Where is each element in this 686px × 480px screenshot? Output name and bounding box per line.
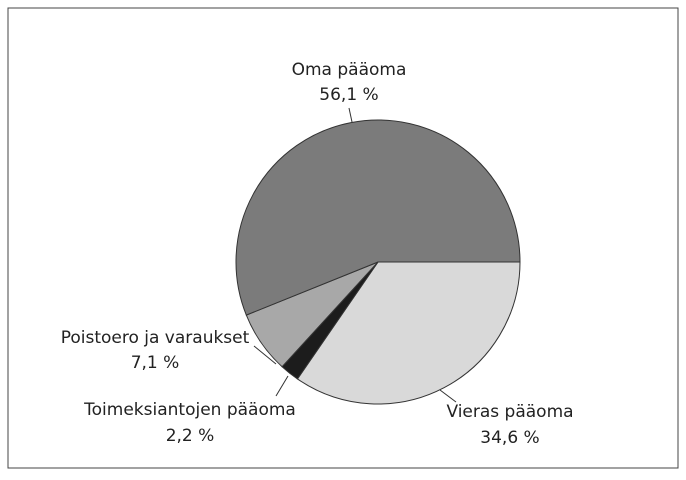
slice-value-label: 56,1 % bbox=[319, 85, 378, 105]
slice-value-label: 34,6 % bbox=[480, 428, 539, 448]
slice-label: Oma pääoma bbox=[292, 60, 407, 80]
slice-label: Poistoero ja varaukset bbox=[61, 328, 250, 348]
leader-line bbox=[275, 375, 289, 397]
slice-value-label: 7,1 % bbox=[131, 353, 180, 373]
leader-line bbox=[348, 107, 353, 123]
pie-slice bbox=[296, 261, 521, 405]
pie-slice bbox=[235, 119, 521, 316]
slice-value-label: 2,2 % bbox=[166, 426, 215, 446]
slice-label: Vieras pääoma bbox=[446, 402, 573, 422]
slice-label: Toimeksiantojen pääoma bbox=[83, 400, 296, 420]
leader-line bbox=[253, 345, 277, 365]
leader-line bbox=[439, 389, 457, 403]
